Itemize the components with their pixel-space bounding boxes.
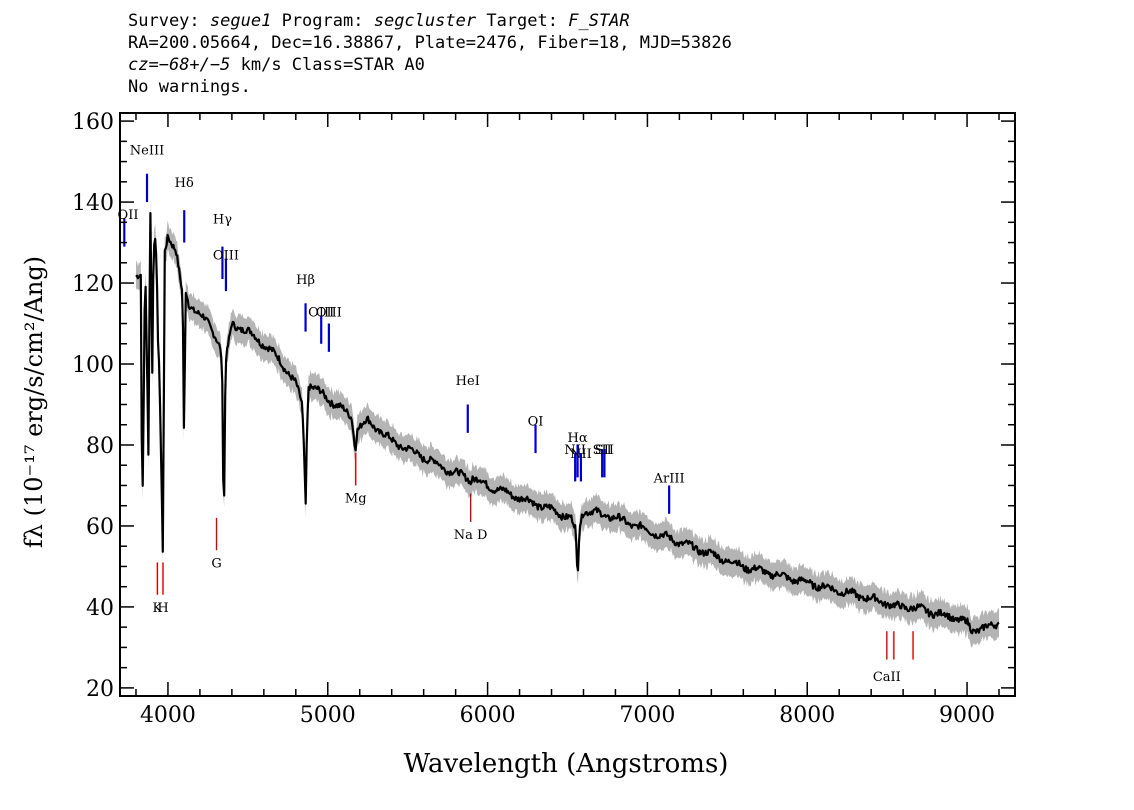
- line-marker-label: Mg: [345, 492, 367, 507]
- y-tick-label: 140: [72, 191, 114, 216]
- plot-header: Survey: segue1 Program: segcluster Targe…: [128, 10, 1028, 98]
- line-marker-label: HeI: [456, 374, 480, 389]
- x-tick-label: 8000: [779, 703, 835, 728]
- line-marker-label: Hβ: [296, 273, 315, 288]
- line-marker-label: Hγ: [213, 212, 232, 227]
- y-tick-label: 80: [86, 434, 114, 459]
- line-marker-label: Hδ: [175, 176, 194, 191]
- target-label: Target:: [486, 11, 558, 31]
- line-marker-label: K: [153, 601, 163, 616]
- line-marker-label: SII: [593, 443, 612, 458]
- line-marker-label: OIII: [308, 305, 334, 320]
- y-tick-label: 60: [86, 515, 114, 540]
- line-marker-label: SII: [595, 443, 614, 458]
- line-marker-label: H: [157, 601, 168, 616]
- line-marker-label: NeIII: [130, 143, 164, 158]
- line-marker-label: OIII: [316, 305, 342, 320]
- line-marker-label: NII: [570, 447, 592, 462]
- line-marker-label: OIII: [213, 249, 239, 264]
- line-marker-label: OII: [118, 208, 139, 223]
- x-tick-label: 5000: [300, 703, 356, 728]
- cz-unit-class: km/s Class=STAR A0: [240, 55, 425, 75]
- x-tick-label: 7000: [619, 703, 675, 728]
- spectrum-layer: [135, 212, 1000, 635]
- line-marker-label: G: [211, 556, 221, 571]
- axes-layer: 4000 5000 6000 7000 8000 9000 20 40 60 80 100 120 14…: [72, 110, 1016, 728]
- spectrum-line: [135, 212, 1000, 635]
- line-marker-label: Na D: [454, 528, 488, 543]
- y-tick-label: 100: [72, 353, 114, 378]
- y-tick-label: 40: [86, 596, 114, 621]
- x-tick-label: 6000: [460, 703, 516, 728]
- line-marker-label: Hα: [568, 431, 588, 446]
- line-marker-label: CaII: [873, 670, 901, 685]
- error-band: [136, 199, 999, 648]
- x-axis-label: Wavelength (Angstroms): [404, 749, 729, 779]
- cz-label: cz=: [128, 55, 159, 75]
- error-band-layer: [136, 199, 999, 648]
- header-line-redshift: cz=−68+/−5 km/s Class=STAR A0: [128, 54, 1028, 76]
- y-tick-label: 120: [72, 272, 114, 297]
- program-value: segcluster: [373, 11, 477, 31]
- y-axis-label: fλ (10⁻¹⁷ erg/s/cm²/Ang): [20, 256, 48, 548]
- y-tick-label: 20: [86, 677, 114, 702]
- line-marker-label: OI: [528, 415, 544, 430]
- header-line-survey: Survey: segue1 Program: segcluster Targe…: [128, 10, 1028, 32]
- survey-label: Survey:: [128, 11, 200, 31]
- target-value: F_STAR: [568, 11, 630, 31]
- header-line-coordinates: RA=200.05664, Dec=16.38867, Plate=2476, …: [128, 33, 732, 53]
- line-marker-label: ArIII: [653, 471, 685, 486]
- y-tick-label: 160: [72, 110, 114, 135]
- program-label: Program:: [281, 11, 364, 31]
- header-line-warnings: No warnings.: [128, 77, 251, 97]
- x-tick-label: 4000: [140, 703, 196, 728]
- cz-value: −68+/−5: [158, 55, 231, 75]
- survey-value: segue1: [209, 11, 272, 31]
- x-tick-label: 9000: [939, 703, 995, 728]
